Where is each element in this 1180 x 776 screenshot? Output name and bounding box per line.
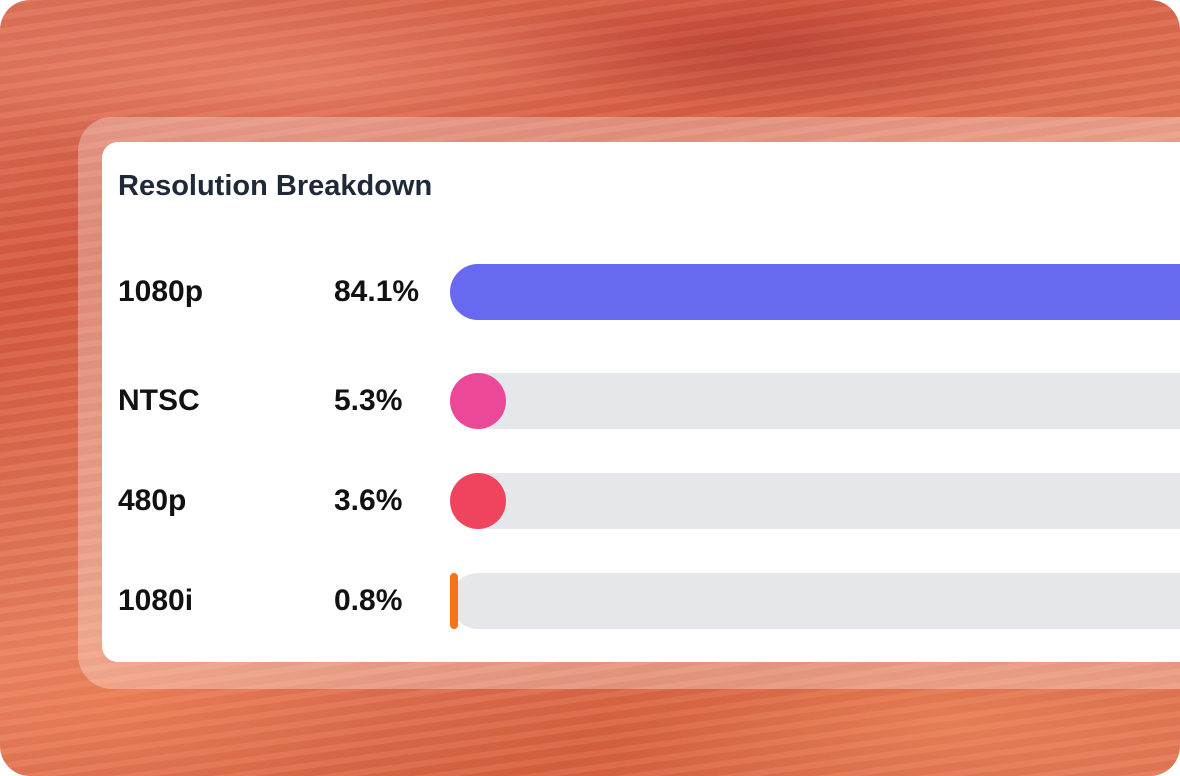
row-label: 1080i xyxy=(118,584,194,617)
progress-track xyxy=(450,573,1180,629)
breakdown-row-1080i: 1080i 0.8% xyxy=(102,573,1180,629)
progress-track xyxy=(450,473,1180,529)
row-value: 5.3% xyxy=(334,384,403,417)
row-label: NTSC xyxy=(118,384,200,417)
progress-track xyxy=(450,373,1180,429)
progress-fill xyxy=(450,573,458,629)
row-value: 3.6% xyxy=(334,484,403,517)
breakdown-row-1080p: 1080p 84.1% xyxy=(102,264,1180,320)
breakdown-row-ntsc: NTSC 5.3% xyxy=(102,373,1180,429)
breakdown-row-480p: 480p 3.6% xyxy=(102,473,1180,529)
progress-track xyxy=(450,264,1180,320)
progress-fill xyxy=(450,264,1180,320)
progress-fill xyxy=(450,373,506,429)
card-title: Resolution Breakdown xyxy=(118,170,433,202)
resolution-breakdown-card: Resolution Breakdown 1080p 84.1% NTSC 5.… xyxy=(102,142,1180,662)
row-label: 1080p xyxy=(118,275,204,308)
progress-fill xyxy=(450,473,506,529)
row-value: 84.1% xyxy=(334,275,420,308)
row-value: 0.8% xyxy=(334,584,403,617)
row-label: 480p xyxy=(118,484,187,517)
